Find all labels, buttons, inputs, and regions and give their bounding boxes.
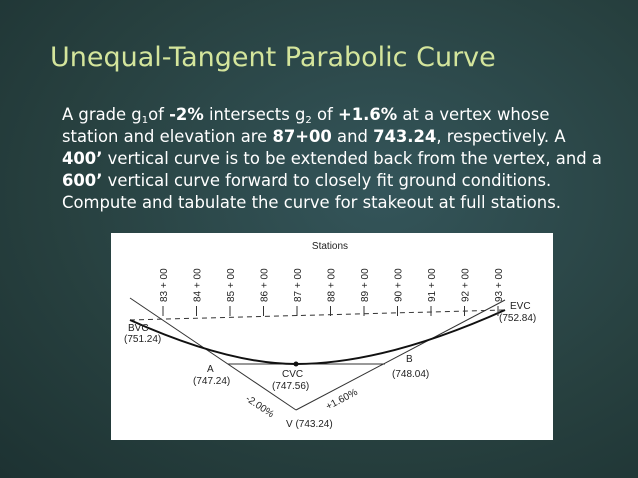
station-label: 84 + 00 <box>193 268 204 302</box>
station-labels: 83 + 00 84 + 00 85 + 00 86 + 00 87 + 00 88 + … <box>159 268 505 316</box>
text-run: intersects g <box>203 105 306 124</box>
text-run: 743.24 <box>373 127 437 146</box>
text-run: vertical curve is to be extended back fr… <box>102 149 602 168</box>
evc-elevation: (752.84) <box>499 313 536 324</box>
station-label: 88 + 00 <box>327 268 338 302</box>
bvc-name: BVC <box>128 323 149 334</box>
back-tangent <box>129 297 297 411</box>
text-run: 2 <box>305 115 312 126</box>
vertex-label: V (743.24) <box>286 419 333 430</box>
station-label: 89 + 00 <box>360 268 371 302</box>
slide-title: Unequal-Tangent Parabolic Curve <box>50 42 496 73</box>
figure-background <box>111 233 553 440</box>
text-run: 400’ <box>62 149 103 168</box>
cvc-point <box>293 361 299 367</box>
cvc-elevation: (747.56) <box>272 381 309 392</box>
a-elevation: (747.24) <box>193 376 230 387</box>
text-run: +1.6% <box>337 105 398 124</box>
evc-name: EVC <box>510 301 531 312</box>
text-run: vertical curve forward to closely fit gr… <box>62 171 561 212</box>
text-run: 87+00 <box>272 127 332 146</box>
forward-tangent <box>295 299 506 411</box>
station-label: 85 + 00 <box>226 268 237 302</box>
text-run: 1 <box>141 115 149 126</box>
text-run: A grade g <box>62 105 142 124</box>
station-label: 90 + 00 <box>394 268 405 302</box>
text-run: 600’ <box>62 171 103 190</box>
station-label: 86 + 00 <box>260 268 271 302</box>
station-label: 91 + 00 <box>427 268 438 302</box>
station-label: 93 + 00 <box>494 268 505 302</box>
station-label: 87 + 00 <box>293 268 304 302</box>
text-run: at a vertex whose station and elevation … <box>62 105 550 146</box>
b-name: B <box>406 354 413 365</box>
station-label: 83 + 00 <box>159 268 170 302</box>
text-run: , respectively. A <box>436 127 566 146</box>
text-run: -2% <box>169 105 204 124</box>
stations-heading: Stations <box>312 241 348 252</box>
station-label: 92 + 00 <box>461 268 472 302</box>
slide-body: A grade g1of -2% intersects g2 of +1.6% … <box>62 104 602 214</box>
a-name: A <box>207 364 214 375</box>
bvc-elevation: (751.24) <box>124 334 161 345</box>
text-run: of <box>148 105 170 124</box>
text-run: of <box>311 105 338 124</box>
cvc-name: CVC <box>282 369 303 380</box>
text-run: and <box>331 127 374 146</box>
b-elevation: (748.04) <box>392 369 429 380</box>
